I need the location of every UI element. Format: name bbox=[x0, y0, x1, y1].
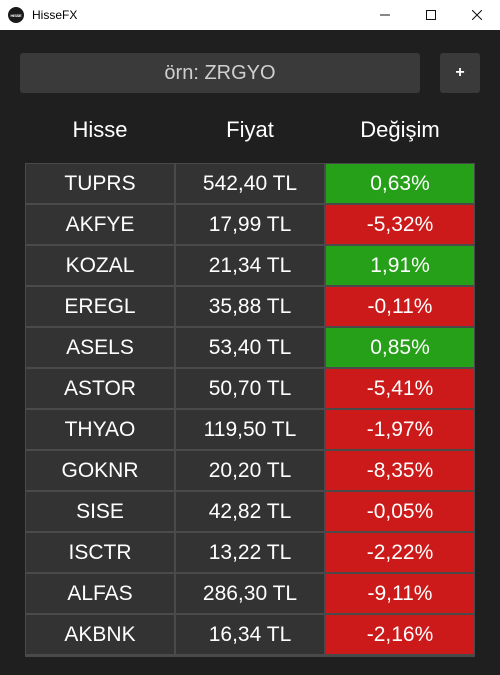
stock-price: 13,22 TL bbox=[176, 533, 324, 572]
search-placeholder: örn: ZRGYO bbox=[164, 61, 276, 84]
maximize-button[interactable] bbox=[408, 0, 454, 30]
stock-change: 1,91% bbox=[326, 246, 474, 285]
stock-change: -0,05% bbox=[326, 492, 474, 531]
table-row[interactable]: THYAO 119,50 TL -1,97% bbox=[25, 409, 475, 450]
maximize-icon bbox=[426, 10, 436, 20]
stock-symbol: SISE bbox=[26, 492, 174, 531]
table-row[interactable]: ASELS 53,40 TL 0,85% bbox=[25, 327, 475, 368]
table-row[interactable]: ALFAS 286,30 TL -9,11% bbox=[25, 573, 475, 614]
stock-change: -9,11% bbox=[326, 574, 474, 613]
minimize-icon bbox=[380, 14, 390, 16]
header-price: Fiyat bbox=[226, 117, 274, 142]
stock-price: 17,99 TL bbox=[176, 205, 324, 244]
stock-price: 42,82 TL bbox=[176, 492, 324, 531]
stock-change: 0,63% bbox=[326, 164, 474, 203]
stock-symbol: AKBNK bbox=[26, 615, 174, 654]
window-title: HisseFX bbox=[32, 8, 78, 22]
close-icon bbox=[472, 10, 482, 20]
stock-change: -8,35% bbox=[326, 451, 474, 490]
minimize-button[interactable] bbox=[362, 0, 408, 30]
stock-symbol: ASTOR bbox=[26, 369, 174, 408]
stock-symbol: TUPRS bbox=[26, 164, 174, 203]
stock-price: 21,34 TL bbox=[176, 246, 324, 285]
stock-symbol: THYAO bbox=[26, 410, 174, 449]
table-row[interactable]: TUPRS 542,40 TL 0,63% bbox=[25, 163, 475, 204]
header-stock: Hisse bbox=[72, 117, 128, 142]
table-row[interactable]: KOZAL 21,34 TL 1,91% bbox=[25, 245, 475, 286]
stock-symbol: ALFAS bbox=[26, 574, 174, 613]
stock-symbol: ISCTR bbox=[26, 533, 174, 572]
window-controls bbox=[362, 0, 500, 30]
stock-symbol: AKFYE bbox=[26, 205, 174, 244]
table-row[interactable]: EREGL 35,88 TL -0,11% bbox=[25, 286, 475, 327]
table-row[interactable]: AKBNK 16,34 TL -2,16% bbox=[25, 614, 475, 655]
stock-price: 50,70 TL bbox=[176, 369, 324, 408]
stock-price: 35,88 TL bbox=[176, 287, 324, 326]
stock-change: -5,32% bbox=[326, 205, 474, 244]
table-row[interactable]: GOKNR 20,20 TL -8,35% bbox=[25, 450, 475, 491]
stock-price: 286,30 TL bbox=[176, 574, 324, 613]
stock-price: 53,40 TL bbox=[176, 328, 324, 367]
table-header: Hisse Fiyat Değişim bbox=[25, 112, 475, 148]
stock-change: -0,11% bbox=[326, 287, 474, 326]
title-bar: HISSE HisseFX bbox=[0, 0, 500, 30]
stock-table: TUPRS 542,40 TL 0,63% AKFYE 17,99 TL -5,32% KO… bbox=[25, 163, 475, 657]
stock-price: 542,40 TL bbox=[176, 164, 324, 203]
table-row[interactable]: ASTOR 50,70 TL -5,41% bbox=[25, 368, 475, 409]
stock-price: 16,34 TL bbox=[176, 615, 324, 654]
close-button[interactable] bbox=[454, 0, 500, 30]
stock-symbol: KOZAL bbox=[26, 246, 174, 285]
stock-change: 0,85% bbox=[326, 328, 474, 367]
stock-change: -1,97% bbox=[326, 410, 474, 449]
table-row[interactable]: AKFYE 17,99 TL -5,32% bbox=[25, 204, 475, 245]
header-change: Değişim bbox=[360, 117, 440, 142]
stock-price: 20,20 TL bbox=[176, 451, 324, 490]
stock-change: -5,41% bbox=[326, 369, 474, 408]
app-logo-icon: HISSE bbox=[8, 7, 24, 23]
table-row[interactable]: ISCTR 13,22 TL -2,22% bbox=[25, 532, 475, 573]
stock-symbol: EREGL bbox=[26, 287, 174, 326]
stock-symbol: ASELS bbox=[26, 328, 174, 367]
stock-change: -2,16% bbox=[326, 615, 474, 654]
search-input[interactable]: örn: ZRGYO bbox=[20, 53, 420, 93]
table-row[interactable]: SISE 42,82 TL -0,05% bbox=[25, 491, 475, 532]
add-stock-button[interactable]: + bbox=[440, 53, 480, 93]
stock-price: 119,50 TL bbox=[176, 410, 324, 449]
stock-change: -2,22% bbox=[326, 533, 474, 572]
stock-symbol: GOKNR bbox=[26, 451, 174, 490]
